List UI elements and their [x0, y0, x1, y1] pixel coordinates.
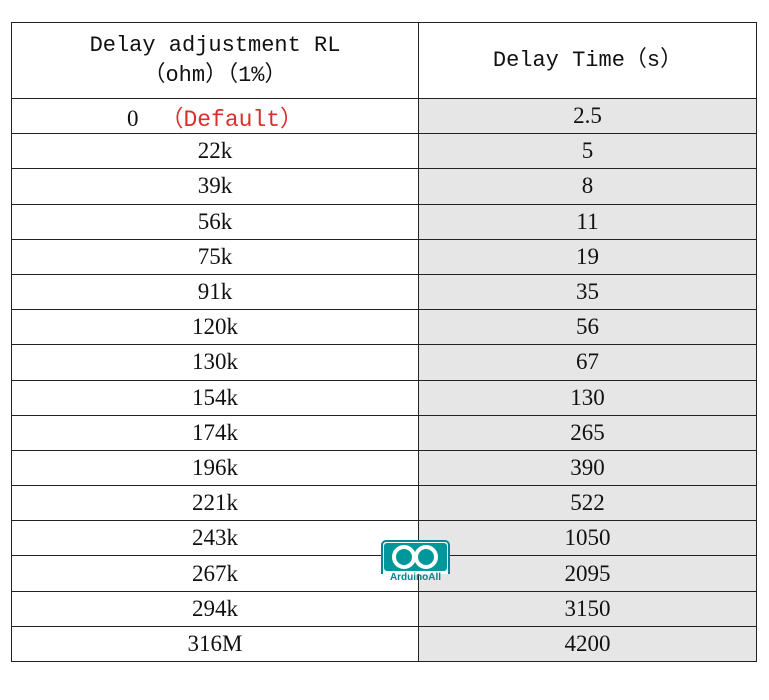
resistance-value: 243k [192, 525, 238, 551]
time-cell: 8 [418, 168, 757, 205]
resistance-value: 120k [192, 314, 238, 340]
header-line: Delay adjustment RL [89, 32, 341, 58]
table-row: 174k 265 [11, 414, 757, 451]
resistance-value: 154k [192, 384, 238, 410]
resistance-cell: 267k [11, 555, 419, 592]
table-row: 243k 1050 [11, 520, 757, 557]
resistance-value: 22k [197, 138, 233, 164]
table-row: 0 （Default） 2.5 [11, 97, 757, 135]
resistance-value: 316M [187, 630, 243, 656]
table-row: 154k 130 [11, 379, 757, 416]
table-row: 316M 4200 [11, 625, 757, 663]
logo-icon [381, 540, 450, 574]
resistance-cell: 294k [11, 590, 419, 627]
table-row: 120k 56 [11, 309, 757, 346]
time-cell: 5 [418, 133, 757, 170]
default-note: （Default） [160, 107, 304, 134]
time-cell: 130 [418, 379, 757, 416]
header-row: Delay adjustment RL （ohm）（1%） Delay Time… [11, 22, 757, 99]
time-cell: 35 [418, 273, 757, 311]
time-cell: 2095 [418, 555, 757, 592]
time-cell: 1050 [418, 520, 757, 557]
table-row: 221k 522 [11, 485, 757, 522]
resistance-cell: 22k [11, 133, 419, 170]
resistance-value: 174k [192, 419, 238, 445]
table-row: 39k 8 [11, 168, 757, 205]
resistance-cell: 130k [11, 344, 419, 381]
time-cell: 11 [418, 203, 757, 240]
table-row: 196k 390 [11, 449, 757, 487]
logo-text: ArduinoAll [389, 572, 442, 583]
time-cell: 265 [418, 414, 757, 451]
time-cell: 67 [418, 344, 757, 381]
resistance-cell: 56k [11, 203, 419, 240]
resistance-value: 91k [197, 279, 233, 305]
resistance-value: 221k [192, 490, 238, 516]
resistance-cell: 221k [11, 485, 419, 522]
time-cell: 522 [418, 485, 757, 522]
delay-table: Delay adjustment RL （ohm）（1%） Delay Time… [11, 22, 757, 663]
resistance-value: 130k [192, 349, 238, 375]
table-row: 294k 3150 [11, 590, 757, 627]
resistance-cell: 196k [11, 449, 419, 487]
resistance-value: 196k [192, 454, 238, 480]
header-line: （ohm）（1%） [143, 62, 287, 88]
resistance-cell: 154k [11, 379, 419, 416]
resistance-cell: 120k [11, 309, 419, 346]
time-cell: 2.5 [418, 97, 757, 135]
resistance-cell: 75k [11, 238, 419, 275]
logo: ArduinoAll [381, 540, 450, 586]
header-cell: Delay Time（s） [418, 22, 757, 99]
resistance-value: 39k [197, 173, 233, 199]
resistance-cell: 316M [11, 625, 419, 663]
table-row: 56k 11 [11, 203, 757, 240]
time-cell: 4200 [418, 625, 757, 663]
table-row: 130k 67 [11, 344, 757, 381]
time-cell: 3150 [418, 590, 757, 627]
resistance-cell: 91k [11, 273, 419, 311]
table-body: 0 （Default） 2.5 22k 5 39k 8 56k 11 75k 19 91k 35 120k… [11, 97, 757, 663]
resistance-cell: 0 （Default） [11, 97, 419, 135]
resistance-value: 56k [197, 208, 233, 234]
table-row: 91k 35 [11, 273, 757, 311]
time-cell: 19 [418, 238, 757, 275]
header-cell: Delay adjustment RL （ohm）（1%） [11, 22, 419, 99]
resistance-value: 75k [197, 243, 233, 269]
resistance-cell: 174k [11, 414, 419, 451]
table-row: 22k 5 [11, 133, 757, 170]
resistance-value: 294k [192, 595, 238, 621]
time-cell: 56 [418, 309, 757, 346]
resistance-cell: 243k [11, 520, 419, 557]
time-cell: 390 [418, 449, 757, 487]
resistance-cell: 39k [11, 168, 419, 205]
table-row: 75k 19 [11, 238, 757, 275]
resistance-value: 0 [126, 106, 139, 132]
resistance-value: 267k [192, 560, 238, 586]
